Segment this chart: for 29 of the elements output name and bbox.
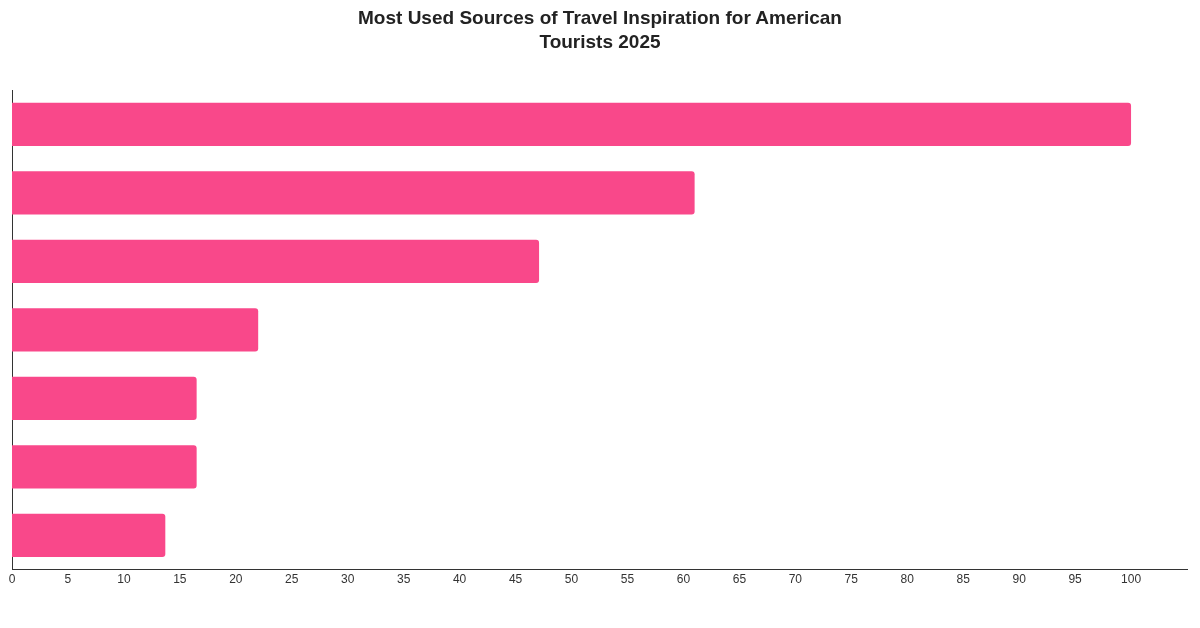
- x-tick-label: 65: [732, 572, 747, 587]
- bar: [12, 376, 197, 420]
- x-tick-label: 5: [64, 572, 72, 587]
- x-tick-label: 30: [341, 572, 355, 587]
- x-tick-label: 15: [173, 572, 187, 587]
- bar: [12, 308, 259, 352]
- x-tick-label: 100: [1121, 572, 1142, 587]
- x-tick-label: 10: [117, 572, 131, 587]
- x-tick-label: 25: [285, 572, 299, 587]
- x-tick-label: 70: [788, 572, 803, 587]
- x-tick-label: 85: [956, 572, 971, 587]
- x-tick-label: 20: [229, 572, 243, 587]
- bar: [12, 513, 166, 557]
- chart-title: Most Used Sources of Travel Inspiration for American Tourists 2025: [357, 6, 843, 54]
- x-tick-label: 75: [844, 572, 859, 587]
- x-tick-label: 50: [564, 572, 579, 587]
- x-tick-label: 80: [900, 572, 915, 587]
- x-tick-label: 55: [620, 572, 635, 587]
- bar: [12, 171, 695, 215]
- x-tick-label: 95: [1068, 572, 1083, 587]
- x-tick-label: 0: [8, 572, 16, 587]
- x-tick-label: 90: [1012, 572, 1027, 587]
- bar: [12, 445, 197, 489]
- x-tick-label: 35: [396, 572, 411, 587]
- bar: [12, 239, 540, 283]
- bar: [12, 102, 1132, 147]
- x-tick-label: 45: [508, 572, 523, 587]
- x-tick-label: 60: [676, 572, 691, 587]
- x-tick-label: 40: [452, 572, 467, 587]
